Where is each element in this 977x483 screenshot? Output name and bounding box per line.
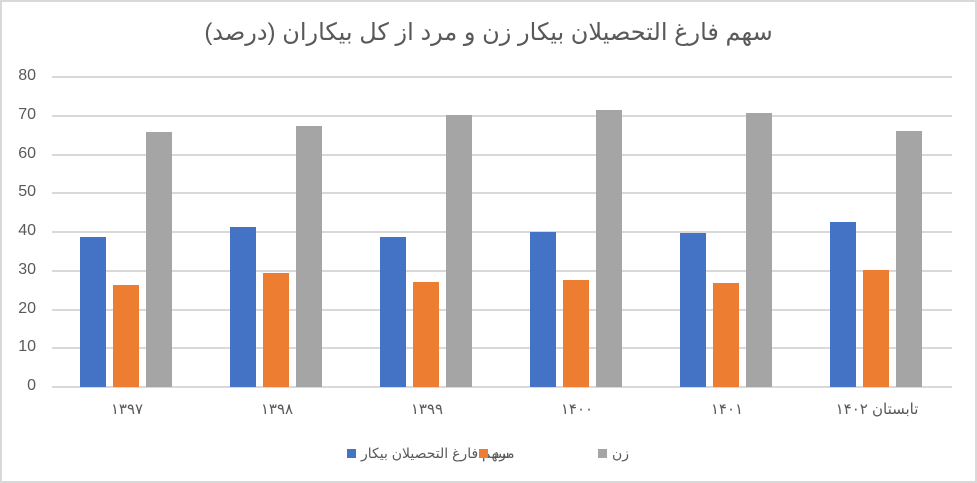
gridline xyxy=(52,309,952,311)
legend-item-graduates[interactable]: سهم فارغ التحصیلان بیکار xyxy=(347,443,510,463)
legend-swatch-orange-icon xyxy=(479,448,488,458)
bar[interactable] xyxy=(530,231,556,387)
y-tick-label: 80 xyxy=(18,67,36,84)
bar[interactable] xyxy=(380,236,406,387)
legend-swatch-blue-icon xyxy=(347,448,356,458)
gridline xyxy=(52,154,952,156)
legend-label: زن xyxy=(612,444,630,461)
y-tick-label: 40 xyxy=(18,222,36,239)
bar[interactable] xyxy=(746,112,772,387)
gridline xyxy=(52,76,952,78)
bar[interactable] xyxy=(113,285,139,387)
bar[interactable] xyxy=(830,221,856,387)
bar[interactable] xyxy=(896,130,922,387)
x-category-label: تابستان ۱۴۰۲ xyxy=(835,401,919,418)
bar[interactable] xyxy=(230,226,256,387)
y-tick-label: 50 xyxy=(18,183,36,200)
bar[interactable] xyxy=(146,131,172,387)
bar[interactable] xyxy=(713,282,739,387)
gridline xyxy=(52,270,952,272)
legend: سهم فارغ التحصیلان بیکار مرد زن xyxy=(0,443,977,463)
legend-swatch-grey-icon xyxy=(598,448,607,458)
bar[interactable] xyxy=(563,280,589,387)
legend-label: سهم فارغ التحصیلان بیکار xyxy=(361,444,510,461)
bar[interactable] xyxy=(680,232,706,387)
y-tick-label: 70 xyxy=(18,106,36,123)
x-category-label: ۱۳۹۹ xyxy=(410,401,444,418)
bar[interactable] xyxy=(446,114,472,387)
x-category-label: ۱۴۰۱ xyxy=(710,401,744,418)
y-tick-label: 20 xyxy=(18,300,36,317)
legend-item-women[interactable]: زن xyxy=(598,443,629,463)
gridline xyxy=(52,231,952,233)
y-tick-label: 60 xyxy=(18,145,36,162)
bar[interactable] xyxy=(296,126,322,387)
x-category-label: ۱۴۰۰ xyxy=(560,401,594,418)
x-category-label: ۱۳۹۸ xyxy=(260,401,294,418)
bar[interactable] xyxy=(596,109,622,387)
bar[interactable] xyxy=(413,282,439,387)
x-category-label: ۱۳۹۷ xyxy=(110,401,144,418)
gridline xyxy=(52,115,952,117)
bar[interactable] xyxy=(263,272,289,387)
y-tick-label: 0 xyxy=(27,377,36,394)
gridline xyxy=(52,347,952,349)
bar[interactable] xyxy=(80,237,106,387)
legend-item-men[interactable]: مرد xyxy=(479,443,514,463)
y-tick-label: 30 xyxy=(18,261,36,278)
legend-label: مرد xyxy=(493,444,515,461)
x-axis-line xyxy=(52,386,952,388)
gridline xyxy=(52,192,952,194)
y-tick-label: 10 xyxy=(18,338,36,355)
bar[interactable] xyxy=(863,269,889,387)
chart-title: سهم فارغ التحصیلان بیکار زن و مرد از کل … xyxy=(204,19,773,46)
